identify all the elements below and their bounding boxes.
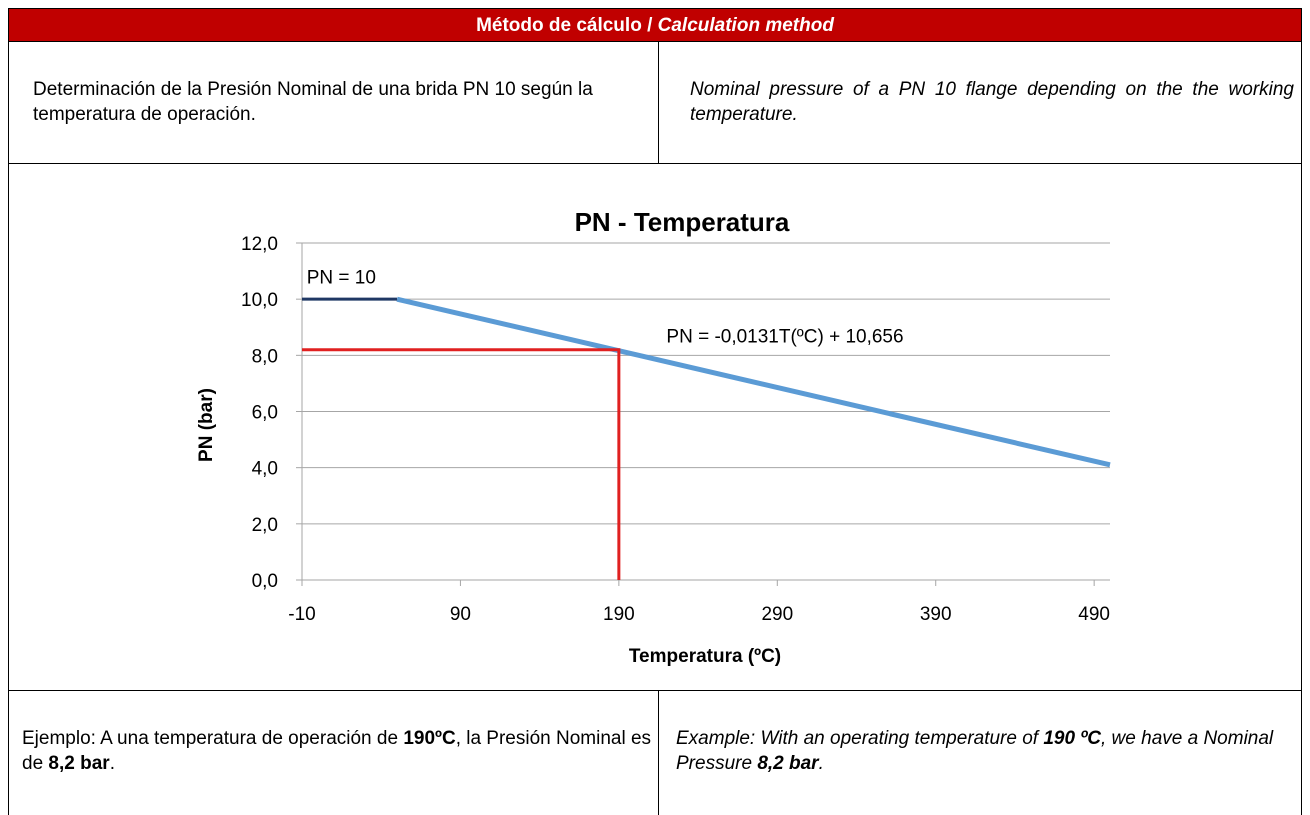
example-run: . bbox=[818, 753, 824, 774]
y-tick-label: 12,0 bbox=[241, 234, 278, 255]
header: Método de cálculo / Calculation method bbox=[8, 8, 1302, 42]
border-right bbox=[1301, 42, 1302, 815]
example-run: 190ºC bbox=[403, 728, 456, 749]
x-tick-label: 390 bbox=[920, 604, 952, 625]
col-divider bbox=[658, 42, 659, 163]
chart-title: PN - Temperatura bbox=[575, 207, 790, 237]
x-axis-label: Temperatura (ºC) bbox=[629, 646, 781, 667]
line-series bbox=[302, 348, 621, 580]
y-axis-label: PN (bar) bbox=[196, 388, 217, 462]
annotation: PN = 10 bbox=[307, 268, 376, 289]
x-tick-label: 490 bbox=[1078, 604, 1110, 625]
example-es: Ejemplo: A una temperatura de operación … bbox=[22, 726, 652, 776]
example-run: Ejemplo: A una temperatura de operación … bbox=[22, 728, 404, 749]
example-run: 8,2 bar bbox=[757, 753, 819, 774]
line-series bbox=[396, 296, 1111, 468]
y-tick-label: 2,0 bbox=[252, 515, 278, 536]
example-run: , we have a Nominal Pressure bbox=[676, 728, 1274, 774]
y-tick-label: 6,0 bbox=[252, 403, 278, 424]
annotation: PN = -0,0131T(ºC) + 10,656 bbox=[666, 327, 903, 348]
header-title-italic: Calculation method bbox=[657, 15, 834, 36]
description-es: Determinación de la Presión Nominal de u… bbox=[33, 79, 593, 125]
x-tick-label: 190 bbox=[603, 604, 635, 625]
col-divider bbox=[658, 690, 659, 815]
border-left bbox=[8, 42, 9, 815]
example-run: , la Presión Nominal es de bbox=[22, 728, 652, 774]
example-run: Example: With an operating temperature o… bbox=[676, 728, 1044, 749]
example-en: Example: With an operating temperature o… bbox=[676, 726, 1296, 776]
description-en: Nominal pressure of a PN 10 flange depen… bbox=[690, 79, 1294, 125]
x-tick-label: 90 bbox=[450, 604, 471, 625]
example-run: 190 ºC bbox=[1043, 728, 1101, 749]
header-title: Método de cálculo / bbox=[476, 15, 658, 36]
y-tick-label: 10,0 bbox=[241, 290, 278, 311]
x-tick-label: 290 bbox=[761, 604, 793, 625]
y-tick-label: 8,0 bbox=[252, 346, 278, 367]
example-run: . bbox=[109, 753, 115, 774]
x-tick-label: -10 bbox=[288, 604, 315, 625]
row-divider bbox=[8, 163, 1302, 164]
example-run: 8,2 bar bbox=[48, 753, 110, 774]
row-divider bbox=[8, 690, 1302, 691]
y-tick-label: 4,0 bbox=[252, 459, 278, 480]
y-tick-label: 0,0 bbox=[252, 571, 278, 592]
